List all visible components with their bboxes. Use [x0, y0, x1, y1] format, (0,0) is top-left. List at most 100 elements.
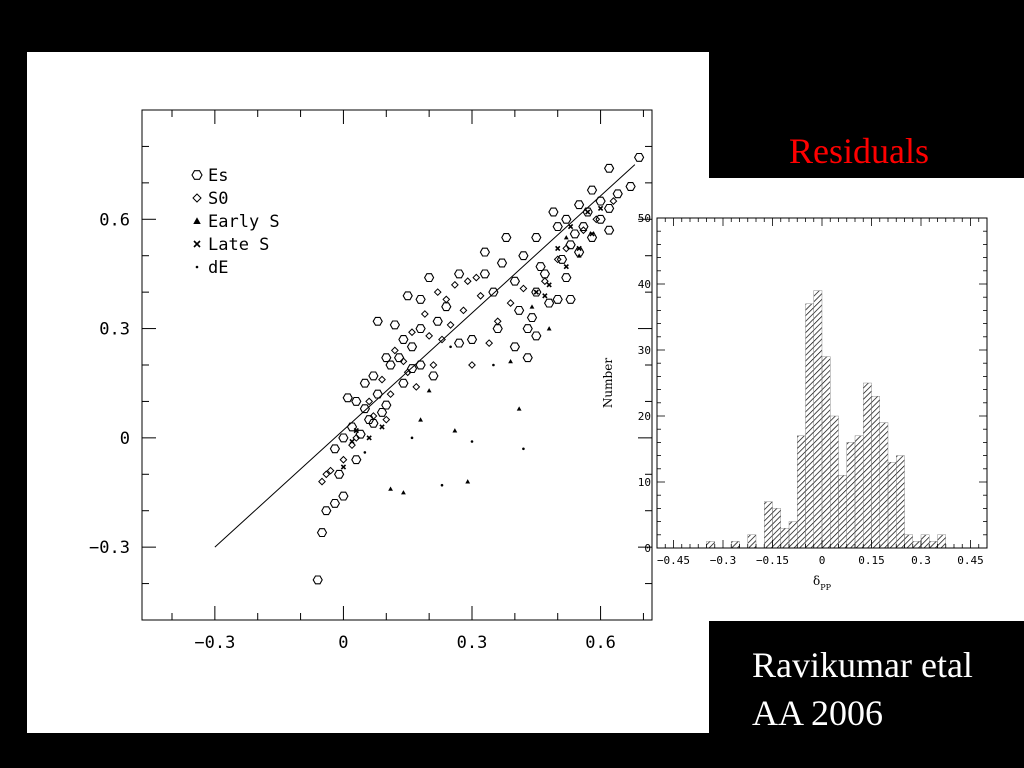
data-point-diamond: [540, 277, 549, 286]
data-point-hexagon: [518, 251, 529, 261]
hist-y-tick-label: 0: [644, 542, 651, 555]
data-point-hexagon: [509, 276, 521, 286]
data-point-hexagon: [372, 389, 383, 399]
hist-x-tick-label: 0.3: [911, 554, 931, 567]
data-point-cross: [585, 209, 591, 215]
data-point-hexagon: [595, 196, 606, 206]
data-point-hexagon: [381, 353, 392, 363]
hist-y-tick-label: 10: [638, 476, 651, 489]
data-point-diamond: [386, 390, 395, 399]
histogram-bar: [780, 528, 790, 549]
hist-y-axis-label: Number: [601, 358, 615, 408]
data-point-diamond: [506, 299, 515, 307]
data-point-hexagon: [402, 291, 413, 301]
data-point-hexagon: [346, 422, 358, 432]
hist-x-tick-label: −0.3: [710, 554, 737, 567]
histogram-bar: [863, 382, 872, 549]
data-point-triangle: [563, 235, 569, 240]
data-point-hexagon: [509, 342, 521, 352]
data-point-diamond: [463, 277, 472, 286]
histogram-bar: [747, 534, 757, 549]
data-point-triangle: [529, 304, 535, 309]
histogram-bar: [896, 455, 905, 549]
data-point-hexagon: [479, 269, 491, 279]
data-point-diamond: [429, 361, 438, 369]
data-point-diamond: [468, 361, 476, 369]
data-point-cross: [589, 231, 595, 237]
hist-x-axis-label: δPP: [813, 574, 832, 592]
data-point-cross: [597, 205, 604, 212]
data-point-hexagon: [522, 324, 533, 334]
histogram-bar: [706, 541, 715, 549]
data-point-hexagon: [389, 320, 401, 330]
data-point-hexagon: [513, 305, 525, 315]
data-point-hexagon: [552, 222, 563, 232]
data-point-diamond: [553, 255, 562, 264]
data-point-diamond: [592, 215, 601, 224]
data-point-diamond: [459, 306, 468, 315]
data-point-hexagon: [595, 214, 606, 224]
histogram-bar: [929, 541, 938, 549]
data-point-hexagon: [561, 214, 572, 224]
data-point-hexagon: [535, 262, 546, 272]
data-point-hexagon: [393, 353, 405, 363]
data-point-cross: [353, 427, 359, 434]
data-point-hexagon: [488, 287, 499, 297]
data-point-diamond: [420, 310, 429, 318]
credit-journal: AA 2006: [752, 693, 884, 733]
histogram-bar: [772, 508, 781, 549]
data-point-hexagon: [625, 182, 636, 191]
data-point-hexagon: [398, 335, 409, 344]
data-point-hexagon: [531, 331, 542, 341]
data-point-hexagon: [466, 335, 478, 344]
data-point-hexagon: [633, 152, 645, 162]
data-point-hexagon: [522, 353, 533, 363]
legend-marker-cross: [193, 240, 201, 248]
data-point-hexagon: [531, 233, 542, 242]
data-point-hexagon: [385, 360, 396, 370]
data-point-hexagon: [338, 491, 349, 501]
data-point-hexagon: [372, 316, 383, 326]
data-point-diamond: [493, 317, 502, 326]
data-point-hexagon: [565, 294, 576, 304]
histogram-bar: [788, 521, 798, 549]
data-point-diamond: [339, 455, 348, 464]
data-point-diamond: [609, 197, 618, 205]
data-point-hexagon: [376, 407, 388, 417]
legend-label: Es: [208, 166, 228, 186]
data-point-cross: [349, 438, 355, 445]
data-point-diamond: [450, 280, 459, 289]
data-point-hexagon: [543, 298, 555, 308]
x-tick-label: 0.6: [585, 633, 616, 653]
histogram-bar: [937, 534, 946, 549]
data-point-hexagon: [351, 455, 362, 465]
data-point-triangle: [546, 326, 552, 331]
data-point-hexagon: [381, 400, 392, 410]
data-point-cross: [563, 263, 569, 270]
data-point-hexagon: [338, 433, 349, 443]
data-point-hexagon: [526, 313, 538, 323]
data-point-hexagon: [428, 371, 439, 381]
data-point-cross: [546, 282, 552, 288]
data-point-diamond: [408, 328, 416, 337]
data-point-diamond: [403, 368, 412, 377]
data-point-diamond: [579, 226, 588, 235]
data-point-cross: [533, 289, 539, 295]
histogram-bar: [887, 462, 897, 549]
data-point-triangle: [418, 417, 423, 422]
data-point-diamond: [472, 273, 481, 282]
data-point-cross: [567, 223, 574, 230]
histogram-bar: [879, 422, 889, 549]
data-point-hexagon: [603, 225, 615, 235]
data-point-diamond: [562, 244, 571, 253]
fit-line: [214, 164, 636, 548]
data-point-hexagon: [573, 200, 585, 210]
hist-x-tick-label: 0.15: [858, 554, 885, 567]
data-point-dot: [522, 447, 525, 451]
data-point-hexagon: [582, 207, 593, 217]
legend-marker-dot: [195, 265, 199, 269]
data-point-hexagon: [316, 528, 328, 538]
data-point-diamond: [322, 470, 331, 479]
data-point-diamond: [365, 397, 374, 406]
hist-x-tick-label: 0: [819, 554, 826, 567]
